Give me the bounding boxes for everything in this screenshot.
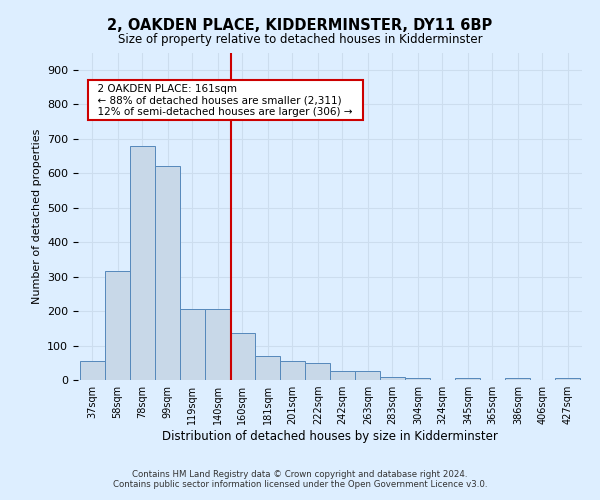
X-axis label: Distribution of detached houses by size in Kidderminster: Distribution of detached houses by size …	[162, 430, 498, 443]
Text: 2, OAKDEN PLACE, KIDDERMINSTER, DY11 6BP: 2, OAKDEN PLACE, KIDDERMINSTER, DY11 6BP	[107, 18, 493, 32]
Bar	[380, 377, 405, 380]
Bar	[255, 356, 280, 380]
Bar	[556, 378, 580, 380]
Bar	[80, 361, 104, 380]
Bar	[205, 310, 230, 380]
Bar	[305, 364, 331, 380]
Text: Size of property relative to detached houses in Kidderminster: Size of property relative to detached ho…	[118, 32, 482, 46]
Text: Contains HM Land Registry data © Crown copyright and database right 2024.
Contai: Contains HM Land Registry data © Crown c…	[113, 470, 487, 489]
Bar	[230, 334, 254, 380]
Bar	[179, 310, 205, 380]
Text: 2 OAKDEN PLACE: 161sqm  
  ← 88% of detached houses are smaller (2,311)  
  12% : 2 OAKDEN PLACE: 161sqm ← 88% of detached…	[91, 84, 359, 116]
Bar	[505, 378, 530, 380]
Bar	[406, 378, 430, 380]
Bar	[329, 372, 355, 380]
Bar	[105, 272, 130, 380]
Bar	[130, 146, 155, 380]
Bar	[280, 361, 305, 380]
Bar	[355, 372, 380, 380]
Y-axis label: Number of detached properties: Number of detached properties	[32, 128, 41, 304]
Bar	[155, 166, 180, 380]
Bar	[455, 378, 481, 380]
